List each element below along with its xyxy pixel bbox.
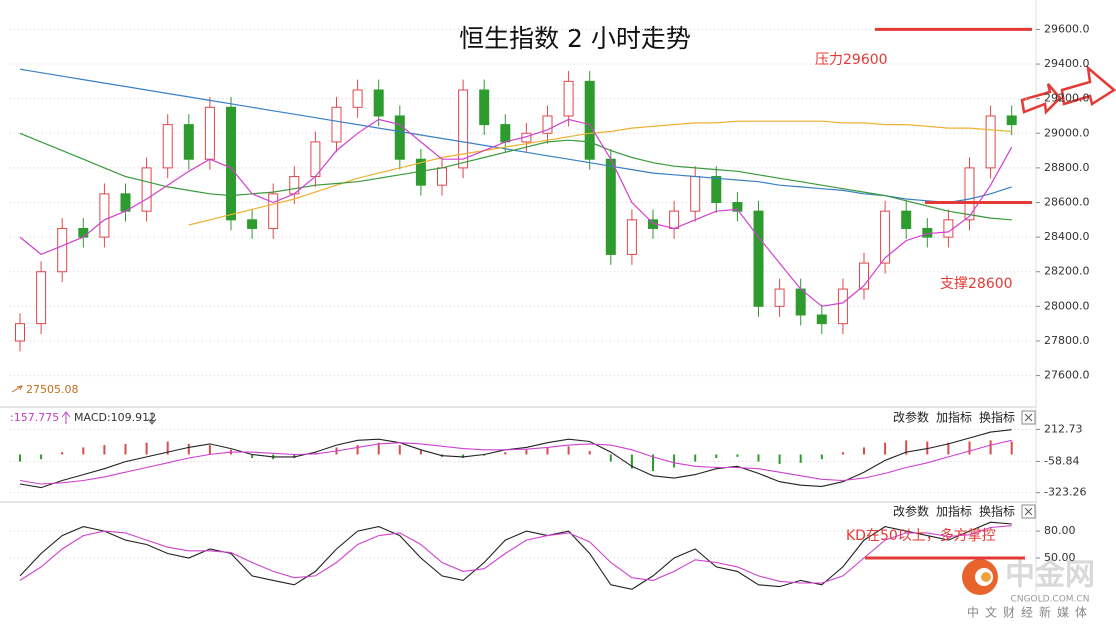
y-tick-label: 27600.0 (1044, 369, 1090, 382)
moving-average-line (19, 68, 1012, 204)
candle-body (15, 323, 25, 342)
y-tick-label: 50.00 (1044, 551, 1076, 564)
y-tick-label: 212.73 (1044, 422, 1083, 435)
candle-body (373, 89, 384, 117)
indicator-button[interactable]: 换指标 (979, 504, 1015, 519)
y-tick-label: -323.26 (1044, 486, 1086, 499)
indicator-button[interactable]: 加指标 (936, 410, 972, 425)
candle-body (584, 80, 595, 160)
candle-body (1006, 115, 1017, 126)
kd-line (19, 525, 1012, 584)
candle-body (859, 262, 869, 290)
candle-body (204, 106, 215, 160)
candle-body (162, 124, 173, 169)
candle-body (626, 219, 637, 255)
candle-body (753, 210, 764, 307)
candle-body (774, 288, 785, 307)
candle-body (711, 176, 722, 204)
candle-body (394, 115, 405, 160)
watermark-name: 中金网 (1005, 558, 1095, 593)
candle-body (732, 202, 743, 212)
candle-body (837, 288, 848, 325)
y-tick-label: 28800.0 (1044, 161, 1090, 174)
candle-body (542, 115, 553, 134)
y-tick-label: 29400.0 (1044, 57, 1090, 70)
candle-body (57, 227, 68, 273)
low-arrow-icon (11, 385, 23, 393)
indicator-button[interactable]: 改参数 (893, 504, 929, 519)
y-tick-label: 28600.0 (1044, 196, 1090, 209)
chart-title: 恒生指数 2 小时走势 (459, 24, 691, 53)
y-tick-label: 28400.0 (1044, 230, 1090, 243)
arrow-icon (1060, 64, 1116, 106)
candle-body (901, 210, 912, 229)
y-tick-label: 29000.0 (1044, 126, 1090, 139)
arrow-icon (1020, 83, 1062, 115)
candle-body (964, 167, 975, 221)
down-arrow-icon (147, 412, 157, 425)
kd-annotation: KD在50以上，多方掌控 (846, 527, 996, 544)
close-button[interactable] (1021, 504, 1036, 519)
y-tick-label: 29200.0 (1044, 92, 1090, 105)
close-button[interactable] (1021, 410, 1036, 425)
y-tick-label: 28000.0 (1044, 299, 1090, 312)
watermark-slogan: 中文财经新媒体 (967, 605, 1093, 620)
candle-body (331, 106, 342, 143)
candle-body (816, 314, 827, 325)
candle-body (183, 124, 194, 160)
y-tick-label: 27800.0 (1044, 334, 1090, 347)
candle-body (99, 193, 110, 238)
candle-body (141, 167, 152, 212)
macd-line (19, 439, 1012, 485)
candle-body (795, 288, 806, 316)
indicator-button[interactable]: 改参数 (893, 410, 929, 425)
candle-body (985, 115, 996, 169)
candle-body (226, 106, 236, 221)
moving-average-line (19, 118, 1013, 307)
indicator-button[interactable]: 换指标 (979, 410, 1015, 425)
candle-body (943, 219, 954, 238)
y-tick-label: -58.84 (1044, 454, 1079, 467)
support-label: 支撑28600 (940, 276, 1013, 292)
watermark-site: CNGOLD.COM.CN (1011, 595, 1090, 605)
y-tick-label: 29600.0 (1044, 22, 1090, 35)
candle-body (690, 176, 701, 212)
moving-average-line (188, 120, 1012, 226)
candle-body (479, 89, 490, 126)
candle-body (880, 210, 891, 264)
candle-body (247, 219, 258, 229)
candle-body (78, 227, 89, 238)
y-tick-label: 80.00 (1044, 524, 1076, 537)
candle-body (669, 210, 680, 229)
up-arrow-icon (61, 411, 71, 424)
macd-value-label: :157.775 (10, 411, 59, 424)
candle-body (310, 141, 321, 178)
moving-average-line (19, 132, 1012, 221)
watermark-logo (962, 559, 998, 595)
candle-body (268, 193, 279, 229)
y-tick-label: 28200.0 (1044, 265, 1090, 278)
resistance-label: 压力29600 (815, 52, 888, 68)
kd-line (19, 521, 1012, 590)
candle-body (120, 193, 131, 212)
candle-body (500, 124, 511, 143)
candle-body (922, 227, 933, 238)
candle-body (605, 158, 616, 255)
macd-label: MACD:109.912 (74, 411, 156, 424)
indicator-button[interactable]: 加指标 (936, 504, 972, 519)
candle-body (437, 167, 447, 186)
low-label: 27505.08 (26, 383, 79, 396)
candle-body (36, 271, 47, 325)
candle-body (563, 80, 574, 117)
candle-body (352, 89, 363, 108)
candle-body (458, 89, 469, 169)
